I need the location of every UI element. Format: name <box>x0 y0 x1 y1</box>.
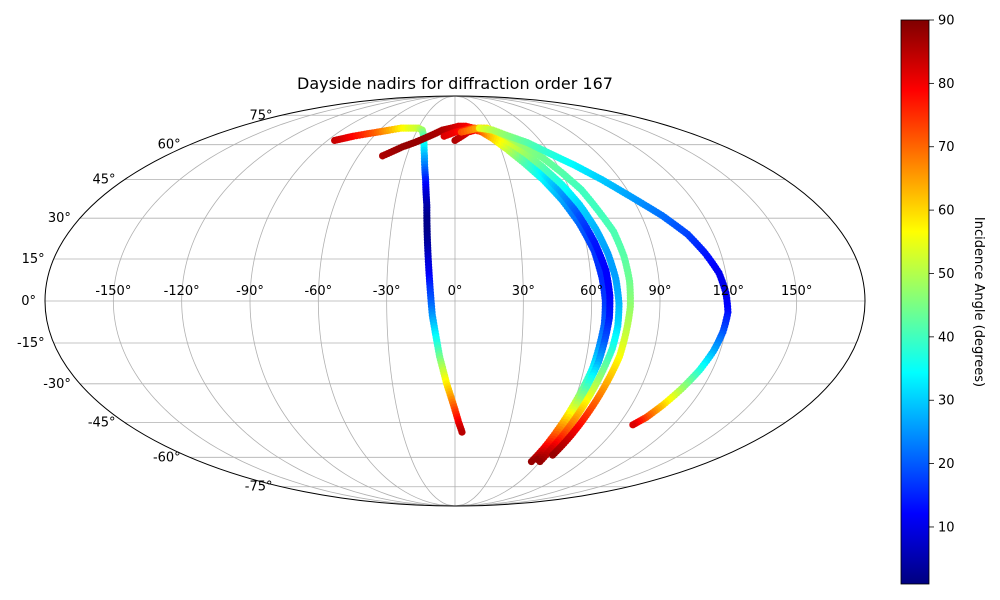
latitude-tick-label: -45° <box>88 415 116 430</box>
meridian-gridline <box>317 96 456 506</box>
nadir-point <box>549 451 557 459</box>
longitude-tick-label: 30° <box>512 284 535 299</box>
longitude-tick-label: -90° <box>236 284 264 299</box>
latitude-tick-label: 75° <box>249 108 272 123</box>
colorbar-label: Incidence Angle (degrees) <box>971 217 986 387</box>
colorbar-tick-label: 30 <box>938 394 955 409</box>
longitude-tick-labels: -150° -120° -90° -60° -30° 0° 30° 60° 90° 120° 150… <box>95 284 812 299</box>
latitude-tick-label: -30° <box>43 377 71 392</box>
meridian-gridline <box>249 96 456 506</box>
latitude-tick-label: 0° <box>21 294 36 309</box>
longitude-tick-label: 120° <box>713 284 744 299</box>
longitude-tick-label: 0° <box>448 284 463 299</box>
meridian-gridline <box>454 96 661 506</box>
latitude-tick-label: 15° <box>22 252 45 267</box>
mollweide-map: -150° -120° -90° -60° -30° 0° 30° 60° 90° 120° 150… <box>17 95 866 507</box>
meridian-gridline <box>454 96 798 506</box>
colorbar: 10 20 30 40 50 60 70 80 90 Incidence Angle (degr… <box>900 14 986 585</box>
latitude-tick-label: -60° <box>153 450 181 465</box>
latitude-tick-label: -75° <box>245 480 273 495</box>
colorbar-ticks: 10 20 30 40 50 60 70 80 90 <box>929 14 955 535</box>
latitude-tick-labels: -75° -60° -45° -30° -15° 0° 15° 30° 45° 60° 75° <box>17 108 273 494</box>
longitude-tick-label: -120° <box>164 284 200 299</box>
longitude-tick-label: 60° <box>580 284 603 299</box>
colorbar-tick-label: 80 <box>938 77 955 92</box>
colorbar-tick-label: 60 <box>938 204 955 219</box>
longitude-tick-label: -60° <box>304 284 332 299</box>
meridian-gridline <box>181 96 456 506</box>
latitude-tick-label: 30° <box>48 211 71 226</box>
latitude-tick-label: 45° <box>93 173 116 188</box>
chart-title: Dayside nadirs for diffraction order 167 <box>297 74 613 93</box>
nadir-point <box>527 457 536 466</box>
latitude-tick-label: 60° <box>158 138 181 153</box>
colorbar-tick-label: 10 <box>938 520 955 535</box>
longitude-tick-label: -30° <box>373 284 401 299</box>
colorbar-tick-label: 20 <box>938 457 955 472</box>
longitude-tick-label: -150° <box>95 284 131 299</box>
colorbar-tick-label: 70 <box>938 140 955 155</box>
nadir-points <box>331 122 732 466</box>
colorbar-tick-label: 40 <box>938 330 955 345</box>
nadir-point <box>629 421 637 429</box>
nadir-point <box>536 457 544 466</box>
colorbar-tick-label: 50 <box>938 267 955 282</box>
map-outline <box>44 95 866 507</box>
longitude-tick-label: 90° <box>648 284 671 299</box>
colorbar-tick-label: 90 <box>938 14 955 29</box>
meridian-gridline <box>112 96 456 506</box>
nadir-point <box>458 428 466 436</box>
longitude-tick-label: 150° <box>781 284 812 299</box>
colorbar-gradient <box>900 19 930 585</box>
latitude-tick-label: -15° <box>17 336 45 351</box>
